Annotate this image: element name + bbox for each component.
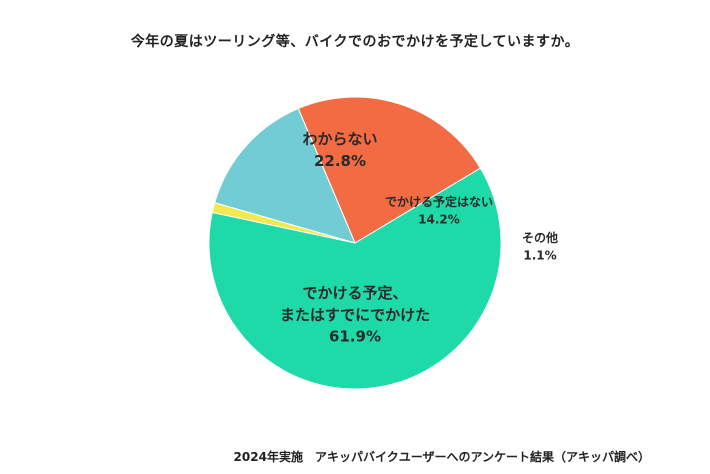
pie-slice-going bbox=[208, 167, 502, 390]
pie-slice-wakaranai bbox=[297, 96, 482, 244]
slice-label-wakaranai: わからない 22.8% bbox=[302, 130, 377, 170]
slice-label-other: その他 1.1% bbox=[522, 230, 558, 262]
chart-footer: 2024年実施 アキッパバイクユーザーへのアンケート結果（アキッパ調べ） bbox=[233, 450, 650, 464]
slice-label-no-plans: でかける予定はない 14.2% bbox=[385, 194, 493, 226]
slice-label-going: でかける予定、またはすでにでかけた 61.9% bbox=[280, 284, 430, 346]
pie-slice-no-plans bbox=[214, 107, 356, 244]
chart-title: 今年の夏はツーリング等、バイクでのおでかけを予定していますか。 bbox=[130, 34, 580, 50]
